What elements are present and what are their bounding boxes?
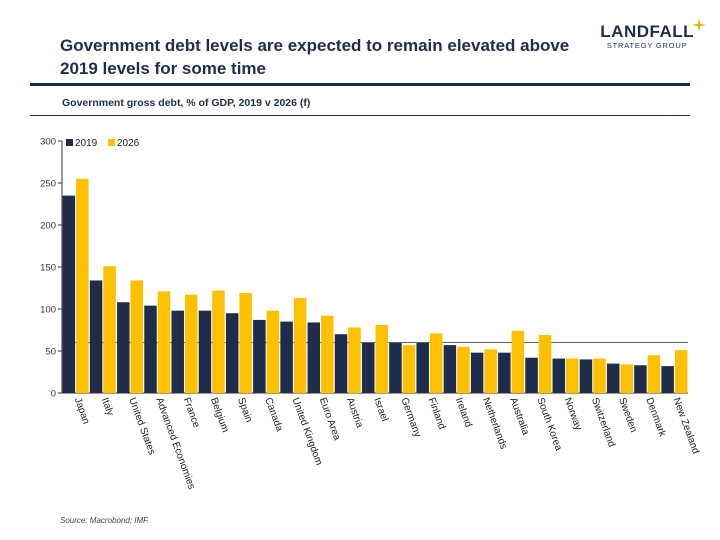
logo-main-text: LANDFALL: [600, 22, 694, 41]
bar-2019: [280, 321, 293, 393]
x-tick-label: Sweden: [616, 396, 639, 434]
bar-2019: [525, 357, 538, 393]
y-tick-label: 200: [40, 221, 56, 232]
y-tick-label: 100: [40, 305, 56, 316]
bar-2019: [389, 342, 402, 393]
x-tick-label: Switzerland: [589, 396, 617, 448]
bar-2026: [429, 333, 443, 393]
bar-2019: [606, 363, 620, 393]
bar-2026: [239, 293, 252, 393]
y-tick-label: 150: [40, 263, 56, 274]
x-tick-label: Japan: [72, 396, 92, 425]
bar-2019: [144, 305, 157, 393]
x-tick-label: United Kingdom: [290, 396, 325, 467]
bar-2019: [634, 365, 647, 393]
bars-group: [62, 178, 688, 393]
title-divider: [30, 83, 690, 86]
chart-subtitle: Government gross debt, % of GDP, 2019 v …: [62, 97, 311, 109]
bar-2026: [511, 330, 525, 393]
chart-title: Government debt levels are expected to r…: [60, 36, 570, 78]
bar-2019: [362, 342, 375, 393]
bar-2026: [184, 294, 198, 393]
bar-2026: [157, 291, 171, 393]
x-tick-label: Denmark: [643, 396, 668, 439]
bar-2026: [103, 266, 116, 393]
bar-2026: [293, 298, 307, 393]
bar-2019: [253, 319, 266, 393]
bar-2019: [443, 345, 457, 393]
legend-swatch: [108, 139, 115, 146]
bar-2026: [484, 349, 497, 393]
bar-2019: [416, 342, 429, 393]
bar-2026: [457, 346, 470, 393]
bar-2026: [348, 327, 361, 393]
star-icon: [692, 18, 706, 32]
source-note: Source: Macrobond; IMF.: [60, 516, 150, 525]
legend-swatch: [66, 139, 73, 146]
bar-2019: [117, 302, 130, 393]
legend: 2019 2026: [66, 138, 140, 149]
y-tick-label: 250: [40, 179, 56, 190]
x-tick-label: Netherlands: [480, 396, 509, 450]
y-tick-label: 50: [45, 347, 56, 358]
x-tick-label: New Zealand: [671, 396, 701, 455]
subtitle-divider: [30, 115, 690, 116]
legend-label: 2026: [117, 138, 140, 149]
y-tick-label: 0: [51, 389, 56, 400]
legend-label: 2019: [75, 138, 98, 149]
logo-sub-text: STRATEGY GROUP: [606, 41, 688, 50]
bar-2026: [593, 358, 606, 393]
x-tick-label: Germany: [398, 396, 422, 438]
bar-2026: [566, 358, 579, 393]
bar-2019: [579, 359, 593, 393]
bar-2019: [62, 195, 76, 393]
x-tick-label: Australia: [507, 396, 531, 437]
x-tick-label: Ireland: [453, 396, 474, 428]
bar-2019: [307, 322, 321, 393]
bar-2026: [375, 324, 388, 393]
bar-2019: [661, 366, 674, 393]
bar-2026: [402, 345, 416, 393]
bar-2026: [620, 364, 633, 393]
company-logo: LANDFALL STRATEGY GROUP: [600, 18, 706, 50]
x-tick-label: Austria: [344, 396, 365, 429]
x-tick-label: Israel: [371, 396, 390, 423]
x-tick-label: South Korea: [534, 396, 564, 452]
bar-2026: [76, 178, 89, 393]
bar-2019: [225, 313, 239, 393]
bar-2026: [647, 355, 661, 393]
bar-2019: [198, 310, 212, 393]
y-tick-label: 300: [40, 137, 56, 148]
bar-2026: [130, 280, 144, 393]
x-tick-label: Spain: [235, 396, 254, 424]
bar-2019: [89, 280, 103, 393]
bar-2026: [212, 290, 225, 393]
x-tick-label: Belgium: [208, 396, 231, 434]
x-tick-label: Norway: [562, 396, 584, 432]
x-tick-label: Italy: [99, 396, 116, 417]
x-tick-label: United States: [126, 396, 157, 456]
x-tick-label: Canada: [262, 396, 284, 433]
y-axis: 0 50 100 150 200 250 300: [40, 137, 688, 400]
x-tick-label: Finland: [426, 396, 448, 431]
bar-2019: [470, 352, 484, 393]
bar-2026: [266, 310, 280, 393]
x-tick-label: Euro Area: [317, 396, 343, 442]
bar-2019: [171, 310, 184, 393]
x-tick-label: France: [181, 396, 202, 429]
bar-2026: [538, 335, 552, 393]
bar-2019: [334, 334, 348, 393]
bar-2019: [498, 352, 511, 393]
bar-2026: [321, 315, 334, 393]
bar-2019: [552, 358, 566, 393]
bar-2026: [674, 350, 688, 393]
